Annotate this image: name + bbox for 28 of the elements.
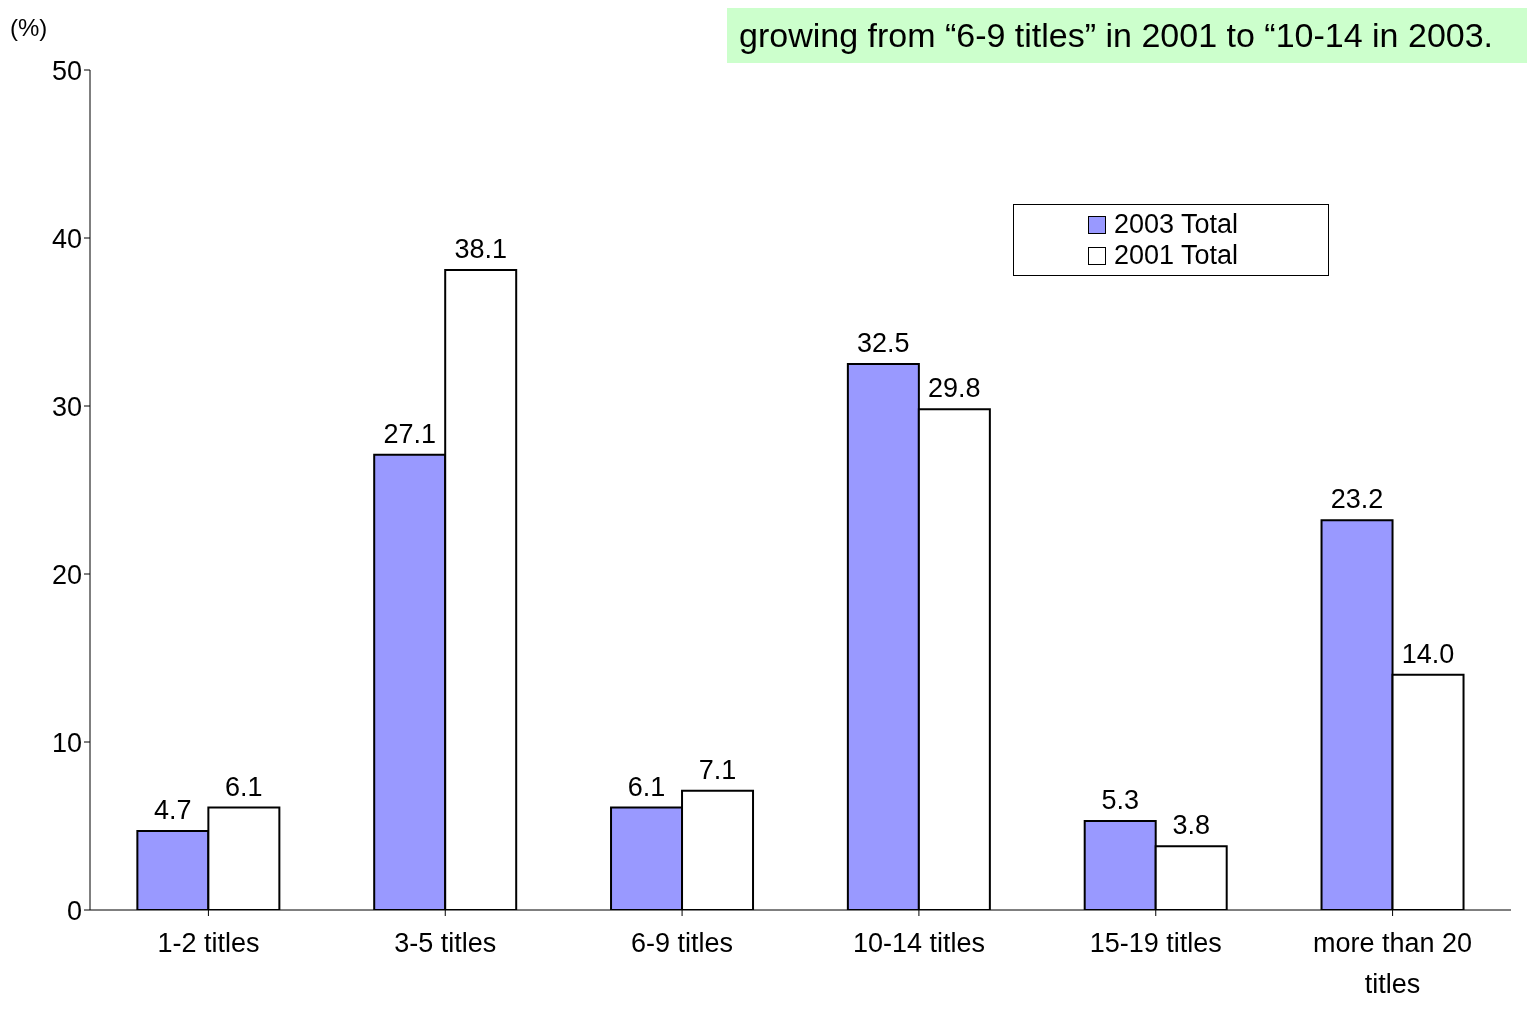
y-tick-label: 30	[51, 391, 82, 422]
x-tick-label: 6-9 titles	[631, 928, 734, 959]
data-label: 32.5	[857, 328, 910, 358]
data-label: 27.1	[383, 418, 436, 449]
text: growing from “6-9 titles” in 2001 to “10-14 in 2003.	[727, 8, 1527, 63]
data-label: 14.0	[1401, 638, 1455, 669]
x-tick-label: more than 20 titles	[1313, 928, 1473, 999]
data-label: 7.1	[698, 754, 737, 785]
data-label: 23.2	[1330, 484, 1384, 515]
y-tick-label: 20	[51, 559, 82, 590]
data-label: 5.3	[1101, 784, 1139, 815]
y-tick-label: 50	[51, 55, 82, 86]
data-label: 4.7	[154, 795, 192, 826]
y-axis-title: (%)	[10, 14, 48, 42]
legend-label: 2003 Total	[1114, 209, 1239, 240]
data-label: 3.8	[1172, 810, 1210, 841]
x-tick-label: 3-5 titles	[394, 928, 497, 959]
data-label: 6.1	[627, 771, 666, 802]
y-tick-label: 0	[66, 895, 82, 926]
y-tick-label: 10	[51, 727, 82, 758]
x-tick-label: 15-19 titles	[1089, 928, 1222, 959]
data-label: 38.1	[454, 233, 507, 264]
legend-label: 2001 Total	[1114, 240, 1239, 271]
x-tick-label: 10-14 titles	[852, 928, 985, 959]
data-label: 6.1	[225, 771, 263, 802]
y-tick-label: 40	[51, 223, 82, 254]
data-label: 29.8	[928, 373, 981, 404]
x-tick-label: 1-2 titles	[157, 928, 260, 959]
